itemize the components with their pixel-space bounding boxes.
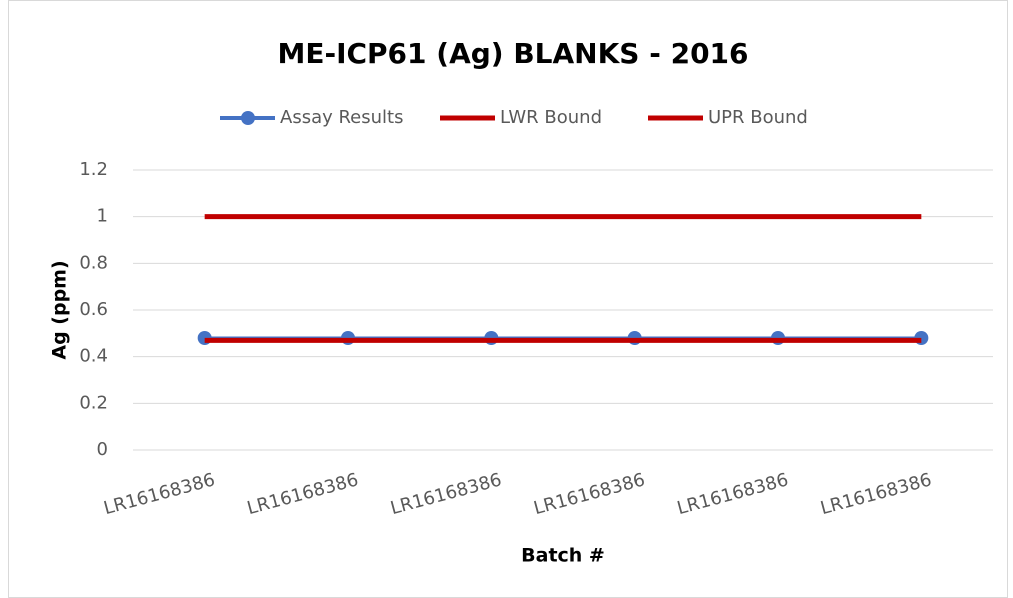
y-tick-label: 0.4: [79, 346, 108, 367]
y-tick-label: 1.2: [79, 159, 108, 180]
y-tick-label: 0.8: [79, 252, 108, 273]
legend-marker: [241, 111, 255, 125]
y-tick-label: 0: [97, 439, 108, 460]
chart-title: ME-ICP61 (Ag) BLANKS - 2016: [277, 37, 748, 70]
y-tick-label: 0.6: [79, 299, 108, 320]
legend-label: Assay Results: [280, 107, 403, 128]
y-tick-label: 1: [97, 206, 108, 227]
y-axis-label: Ag (ppm): [49, 260, 71, 359]
chart-border: [8, 0, 1008, 598]
legend-label: LWR Bound: [500, 107, 602, 128]
x-axis-label: Batch #: [521, 545, 605, 567]
legend-label: UPR Bound: [708, 107, 808, 128]
y-tick-label: 0.2: [79, 392, 108, 413]
